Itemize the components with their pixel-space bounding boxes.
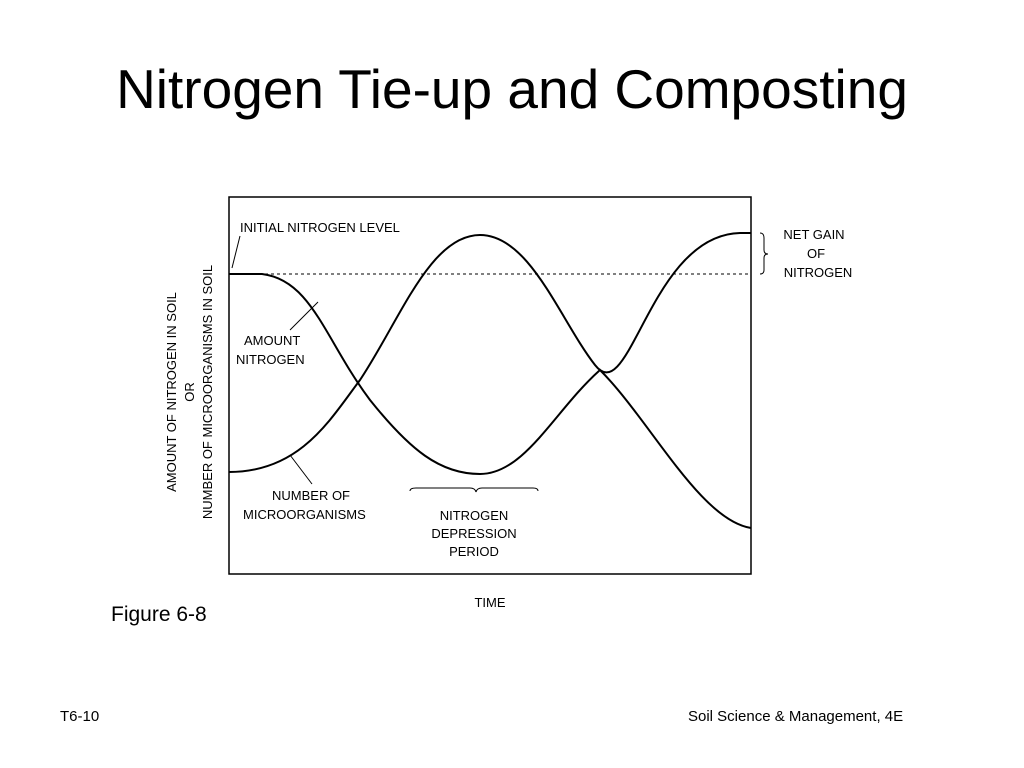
microorganisms-label-line2: MICROORGANISMS: [243, 507, 366, 522]
microorganisms-label-line1: NUMBER OF: [272, 488, 350, 503]
net-gain-brace: [759, 232, 769, 275]
amount-nitrogen-label-line1: AMOUNT: [244, 333, 300, 348]
microorganism-curve: [228, 232, 751, 473]
plot-frame: [228, 196, 752, 575]
depression-label-line1: NITROGEN: [440, 508, 509, 523]
footer-source: Soil Science & Management, 4E: [688, 708, 904, 725]
amount-nitrogen-leader: [289, 301, 319, 331]
net-gain-label-line2: OF: [807, 246, 825, 261]
amount-nitrogen-curve: [229, 273, 752, 529]
y-axis-label-line2: OR: [182, 382, 197, 402]
footer-slide-number: T6-10: [60, 708, 100, 725]
depression-label-line2: DEPRESSION: [431, 526, 516, 541]
x-axis-label: TIME: [474, 595, 505, 610]
net-gain-label-line3: NITROGEN: [784, 265, 853, 280]
y-axis-label-line1: AMOUNT OF NITROGEN IN SOIL: [164, 292, 179, 492]
y-axis-label-line3: NUMBER OF MICROORGANISMS IN SOIL: [200, 265, 215, 519]
figure-caption: Figure 6-8: [111, 603, 207, 626]
depression-label-line3: PERIOD: [449, 544, 499, 559]
initial-level-label: INITIAL NITROGEN LEVEL: [240, 220, 400, 235]
depression-period-brace: [409, 487, 539, 493]
slide-title: Nitrogen Tie-up and Composting: [116, 58, 908, 120]
amount-nitrogen-label-line2: NITROGEN: [236, 352, 305, 367]
initial-level-leader: [231, 235, 241, 269]
net-gain-label-line1: NET GAIN: [783, 227, 844, 242]
microorganisms-leader: [289, 454, 313, 485]
